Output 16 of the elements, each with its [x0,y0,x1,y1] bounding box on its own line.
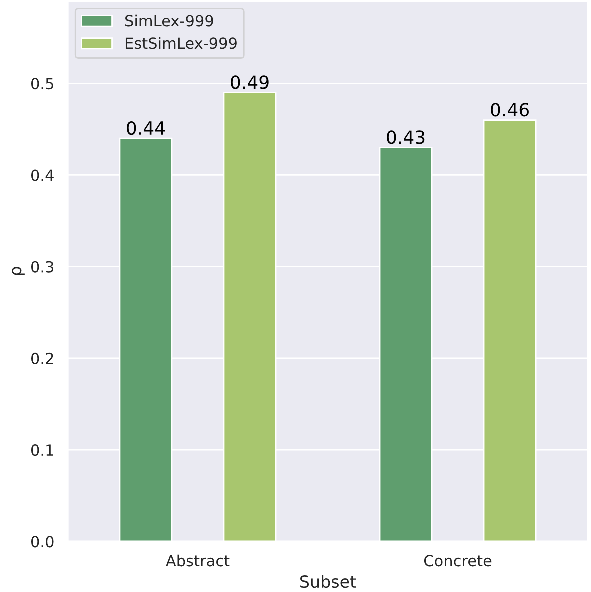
data-label: 0.49 [231,76,269,90]
y-tick-label: 0.0 [31,536,54,548]
y-tick-label: 0.1 [31,444,54,456]
data-label: 0.43 [387,130,425,144]
y-tick-label: 0.3 [31,261,54,273]
data-label: 0.46 [491,103,529,117]
y-tick-label: 0.5 [31,78,54,90]
x-axis-title: Subset [300,575,356,588]
y-tick-label: 0.2 [31,352,54,364]
legend-label: EstSimLex-999 [126,37,237,50]
x-tick-label: Concrete [424,555,492,567]
legend-label: SimLex-999 [126,14,214,27]
y-tick-label: 0.4 [31,170,54,182]
y-axis-title: ρ [12,267,25,276]
data-label: 0.44 [127,121,166,136]
x-tick-label: Abstract [166,554,230,567]
